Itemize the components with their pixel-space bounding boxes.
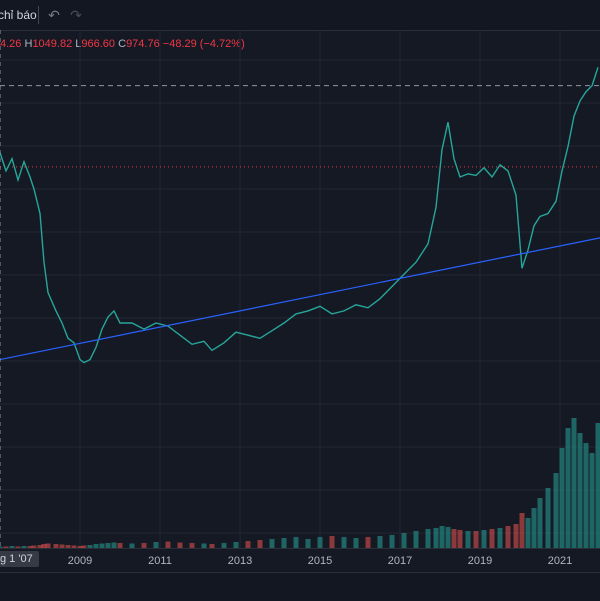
volume-bar [402, 533, 407, 548]
volume-bar [446, 527, 451, 548]
volume-bar [506, 526, 511, 548]
undo-icon[interactable]: ↶ [44, 5, 64, 25]
volume-bar [330, 536, 335, 548]
volume-bar [354, 538, 359, 548]
x-tick-label: 2017 [388, 555, 412, 567]
volume-bar [482, 530, 487, 548]
x-tick-label: 2009 [68, 555, 92, 567]
volume-bar [596, 423, 600, 548]
volume-bar [282, 538, 287, 548]
volume-bar [538, 498, 543, 548]
x-tick-label: 2015 [308, 555, 332, 567]
volume-bar [342, 537, 347, 548]
volume-bar [514, 524, 519, 548]
volume-bar [426, 529, 431, 548]
x-tick-label: 2011 [148, 555, 172, 567]
price-chart[interactable] [0, 30, 600, 548]
volume-bar [584, 443, 589, 548]
volume-bar [434, 528, 439, 548]
x-tick-label: 2013 [228, 555, 252, 567]
volume-bar [546, 488, 551, 548]
volume-bar [270, 539, 275, 548]
volume-bar [258, 540, 263, 548]
toolbar-separator [38, 6, 39, 24]
redo-icon[interactable]: ↷ [66, 5, 86, 25]
volume-bar [414, 531, 419, 548]
volume-bar [366, 537, 371, 548]
volume-bar [572, 418, 577, 548]
volume-bar [378, 536, 383, 548]
volume-bars [0, 418, 600, 548]
volume-bar [578, 433, 583, 548]
volume-bar [560, 448, 565, 548]
volume-bar [526, 518, 531, 548]
volume-bar [390, 535, 395, 548]
volume-bar [440, 526, 445, 548]
top-toolbar: chỉ báo ↶ ↷ [0, 0, 600, 31]
volume-bar [294, 537, 299, 548]
volume-bar [466, 531, 471, 548]
bottom-bar [0, 572, 600, 601]
volume-bar [520, 513, 525, 548]
volume-bar [490, 529, 495, 548]
time-axis[interactable]: g 1 '07 2009 2011 2013 2015 2017 2019 2021 [0, 548, 600, 573]
x-tick-label: 2021 [548, 555, 572, 567]
x-tick-label: 2019 [468, 555, 492, 567]
chart-grid [0, 30, 600, 548]
volume-bar [554, 473, 559, 548]
volume-bar [452, 529, 457, 548]
volume-bar [590, 453, 595, 548]
trendline [0, 238, 600, 360]
volume-bar [498, 528, 503, 548]
crosshair-date-label: g 1 '07 [0, 551, 39, 567]
volume-bar [532, 508, 537, 548]
volume-bar [458, 530, 463, 548]
volume-bar [474, 531, 479, 548]
volume-bar [566, 428, 571, 548]
volume-bar [318, 537, 323, 548]
volume-bar [306, 539, 311, 548]
indicators-button[interactable]: chỉ báo [0, 8, 37, 22]
reference-lines [0, 86, 600, 167]
volume-bar [246, 541, 251, 548]
